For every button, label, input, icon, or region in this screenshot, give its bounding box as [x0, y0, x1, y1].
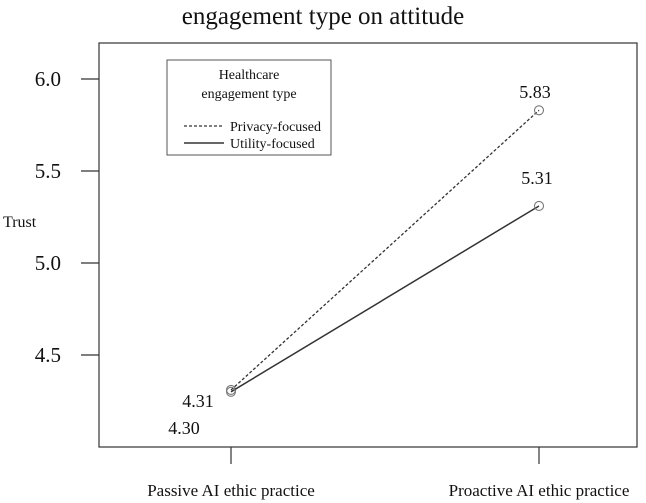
legend-title: engagement type	[201, 87, 296, 102]
series-line-utility-focused	[230, 205, 540, 393]
legend-box	[166, 59, 332, 156]
plot-frame	[98, 42, 638, 448]
data-point	[533, 200, 545, 212]
y-tick-label: 5.0	[35, 251, 61, 275]
legend: Healthcare engagement type Privacy-focused…	[166, 59, 332, 156]
y-axis: 4.5 5.0 5.5 6.0	[35, 67, 99, 367]
legend-item-label: Utility-focused	[230, 137, 315, 152]
x-axis: Passive AI ethic practice Proactive AI et…	[147, 447, 629, 500]
y-tick-label: 5.5	[35, 159, 61, 183]
x-tick-label: Proactive AI ethic practice	[449, 481, 630, 500]
y-tick-label: 4.5	[35, 343, 61, 367]
data-labels: 4.31 5.83 4.30 5.31	[168, 82, 553, 438]
data-label: 4.30	[168, 418, 200, 438]
data-point	[225, 386, 237, 397]
x-tick-label: Passive AI ethic practice	[147, 481, 315, 500]
chart-title: engagement type on attitude	[182, 3, 465, 30]
y-tick-label: 6.0	[35, 67, 61, 91]
legend-item-label: Privacy-focused	[230, 120, 321, 135]
data-label: 5.83	[519, 82, 551, 102]
y-axis-label: Trust	[3, 214, 37, 231]
legend-title: Healthcare	[219, 68, 280, 83]
data-label: 5.31	[521, 168, 553, 188]
data-point	[533, 105, 545, 116]
series-line-privacy-focused	[230, 109, 540, 391]
data-label: 4.31	[182, 391, 214, 411]
series-group	[225, 105, 545, 397]
